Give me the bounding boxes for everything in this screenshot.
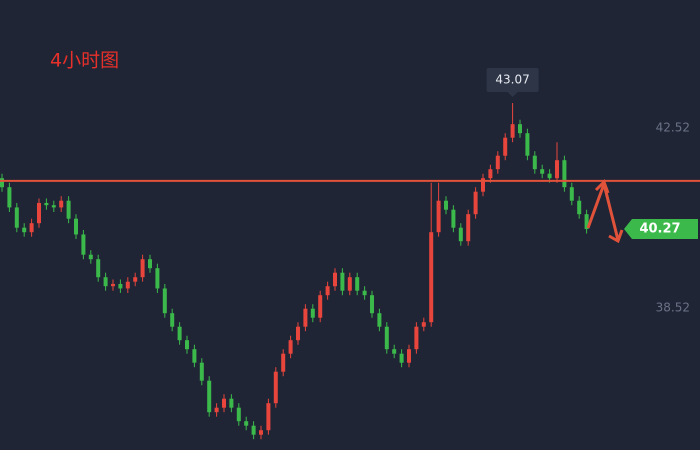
candle-body (44, 202, 49, 206)
candle-body (584, 214, 589, 230)
candle-body (207, 380, 212, 413)
candle-body (503, 137, 508, 156)
candle-body (88, 254, 93, 260)
price-tag (624, 219, 698, 240)
candle-body (111, 283, 115, 287)
candle-body (236, 407, 241, 422)
candle-body (325, 286, 330, 296)
candle-body (7, 187, 12, 208)
candle-body (288, 340, 293, 354)
candle-body (170, 313, 175, 327)
candle-body (37, 202, 41, 224)
candle-body (577, 200, 582, 215)
candle-body (14, 207, 19, 228)
candle-body (266, 403, 271, 431)
candle-body (451, 209, 456, 228)
candle-body (155, 268, 160, 289)
candle-body (281, 353, 286, 372)
candle-body (340, 272, 345, 291)
candle-body (347, 277, 352, 291)
candle-body (362, 290, 367, 296)
candle-body (318, 295, 323, 318)
candle-body (399, 353, 404, 363)
candle-body (532, 155, 537, 170)
candle-body (244, 421, 249, 426)
candle-body (562, 160, 567, 188)
candle-body (148, 259, 152, 269)
candle-body (333, 272, 337, 287)
candle-body (569, 187, 574, 201)
candle-body (133, 277, 138, 282)
candle-body (384, 326, 389, 350)
arrow-head (594, 179, 624, 244)
candle-body (310, 308, 315, 318)
high-label: 43.07 (495, 73, 529, 87)
candle-body (59, 200, 64, 208)
candle-body (192, 349, 197, 363)
candle-body (414, 326, 419, 350)
candle-body (525, 133, 530, 156)
candle-body (125, 281, 130, 289)
candle-body (29, 223, 34, 233)
candle-body (140, 259, 145, 278)
y-tick-label: 42.52 (656, 120, 690, 134)
candle-body (518, 124, 522, 134)
candle-body (392, 349, 397, 354)
candle-body (96, 259, 101, 278)
candle-body (481, 178, 485, 192)
candle-body (222, 398, 226, 408)
candle-body (466, 214, 471, 242)
candle-body (22, 227, 27, 233)
candle-body (540, 169, 545, 174)
candle-body (74, 218, 78, 235)
candle-body (377, 313, 382, 327)
candle-body (421, 322, 426, 327)
candle-body (81, 234, 86, 255)
candle-body (488, 169, 493, 179)
candle-body (407, 349, 411, 363)
candle-body (547, 173, 552, 179)
candle-body (199, 362, 204, 381)
high-label-box (486, 68, 539, 93)
arrow (586, 178, 620, 241)
candle-body (118, 283, 123, 289)
candle-body (510, 124, 515, 138)
candle-body (259, 430, 263, 435)
y-tick-label: 38.52 (656, 300, 690, 314)
candle-body (436, 200, 441, 233)
candle-body (103, 277, 108, 287)
candle-body (66, 200, 71, 219)
candle-body (370, 295, 374, 314)
candle-body (51, 205, 56, 208)
candle-body (296, 326, 300, 341)
candle-body (429, 232, 434, 323)
last-price-label: 40.27 (639, 222, 680, 237)
candle-body (303, 308, 308, 327)
high-label-pointer (507, 92, 518, 98)
candle-body (185, 340, 189, 350)
candle-body (473, 191, 478, 215)
candle-body (355, 277, 360, 291)
candle-body (162, 288, 167, 314)
candle-body (444, 200, 448, 210)
candle-body (251, 425, 256, 435)
candle-body (555, 160, 559, 179)
candle-body (273, 371, 278, 404)
candle-body (177, 326, 182, 341)
candle-body (458, 227, 463, 242)
candle-body (229, 398, 234, 408)
candle-body (214, 407, 219, 413)
annotation: 4小时图 (50, 50, 119, 72)
candle-body (495, 155, 500, 170)
candle-body (0, 178, 4, 188)
